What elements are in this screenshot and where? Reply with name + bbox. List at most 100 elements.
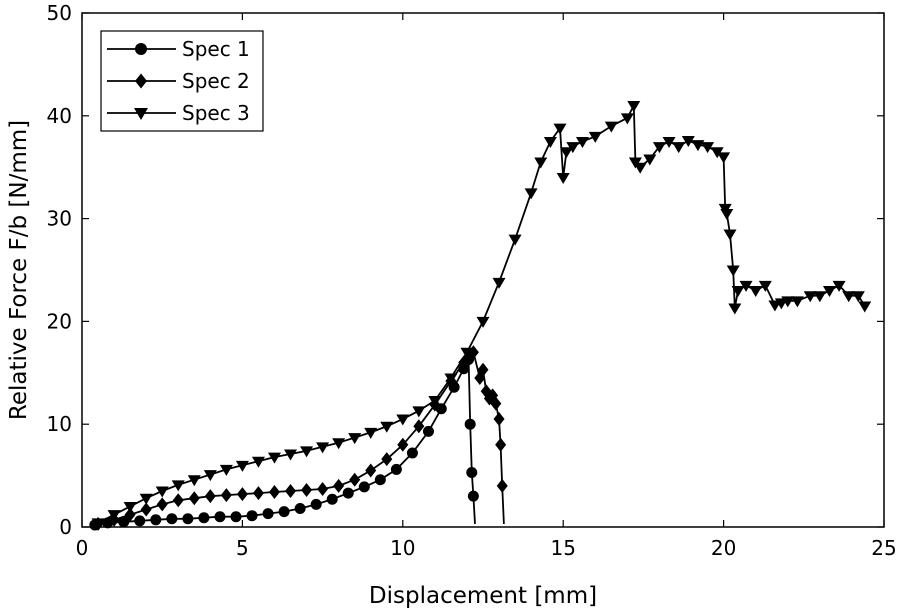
data-point — [390, 463, 402, 475]
data-point — [842, 291, 856, 303]
data-point — [620, 113, 634, 125]
data-point — [672, 142, 686, 154]
data-point — [496, 478, 508, 493]
data-point — [380, 421, 394, 433]
data-point — [155, 486, 169, 498]
data-point — [627, 101, 641, 113]
data-point — [681, 135, 695, 147]
data-point — [204, 489, 216, 504]
data-point — [230, 511, 242, 523]
x-tick-label: 25 — [871, 536, 896, 560]
data-point — [559, 147, 573, 159]
data-point — [731, 286, 745, 298]
data-point — [139, 493, 153, 505]
series-layer — [89, 101, 872, 531]
data-point — [349, 472, 361, 487]
data-point — [300, 446, 314, 458]
data-point — [803, 291, 817, 303]
data-point — [662, 137, 676, 148]
data-point — [717, 152, 731, 164]
data-point — [220, 488, 232, 503]
data-point — [728, 303, 742, 315]
data-point — [333, 478, 345, 493]
data-point — [156, 497, 168, 512]
data-point — [140, 502, 152, 517]
data-point — [467, 490, 479, 502]
data-point — [720, 208, 734, 220]
y-tick-label: 50 — [47, 1, 72, 25]
data-point — [588, 131, 602, 143]
data-point — [246, 510, 258, 522]
data-point — [851, 291, 865, 303]
data-point — [396, 414, 410, 426]
legend: Spec 1 Spec 2 Spec 3 — [100, 30, 264, 132]
data-point — [858, 301, 872, 313]
data-point — [118, 516, 130, 528]
data-point — [758, 280, 772, 292]
data-point — [214, 511, 226, 523]
legend-item: Spec 3 — [107, 101, 250, 125]
series-line — [97, 351, 505, 525]
data-point — [739, 280, 753, 292]
data-point — [134, 515, 146, 527]
x-tick-label: 10 — [390, 536, 415, 560]
data-point — [832, 280, 846, 292]
data-point — [604, 121, 618, 133]
data-point — [171, 480, 185, 492]
data-point — [413, 419, 425, 434]
data-point — [251, 456, 265, 468]
data-point — [556, 172, 570, 184]
data-point — [236, 487, 248, 502]
data-point — [790, 296, 804, 308]
data-point — [412, 406, 426, 418]
data-point — [267, 452, 281, 464]
data-point — [492, 277, 506, 289]
data-point — [397, 437, 409, 452]
y-tick-label: 0 — [59, 515, 72, 539]
data-point — [464, 418, 476, 430]
data-point — [365, 463, 377, 478]
legend-label: Spec 3 — [182, 101, 250, 125]
data-point — [187, 475, 201, 487]
data-point — [285, 484, 297, 499]
data-point — [444, 373, 458, 385]
data-point — [643, 154, 657, 166]
plot-frame — [81, 12, 885, 528]
data-point — [495, 437, 507, 452]
data-point — [262, 508, 274, 520]
data-point — [575, 137, 589, 148]
data-point — [316, 442, 330, 454]
data-point — [364, 427, 378, 439]
data-point — [301, 482, 313, 497]
data-point — [422, 425, 434, 437]
data-point — [198, 512, 210, 524]
data-point — [723, 229, 737, 241]
data-point — [284, 449, 298, 461]
series-3 — [91, 101, 872, 530]
x-tick-label: 0 — [76, 536, 89, 560]
data-point — [278, 506, 290, 518]
data-point — [150, 514, 162, 526]
data-point — [348, 433, 362, 445]
series-line — [97, 104, 866, 524]
data-point — [476, 316, 490, 328]
data-point — [252, 486, 264, 501]
legend-item: Spec 1 — [107, 37, 250, 61]
y-tick-label: 40 — [47, 104, 72, 128]
data-point — [268, 485, 280, 500]
legend-marker — [134, 108, 148, 120]
data-point — [381, 452, 393, 467]
data-point — [374, 474, 386, 486]
data-point — [726, 265, 740, 277]
data-point — [182, 513, 194, 525]
y-tick-label: 10 — [47, 412, 72, 436]
data-point — [219, 464, 233, 476]
x-axis-title: Displacement [mm] — [369, 583, 597, 609]
data-point — [107, 510, 121, 522]
data-point — [691, 140, 705, 152]
data-point — [493, 412, 505, 427]
data-point — [490, 396, 502, 411]
data-point — [172, 493, 184, 508]
legend-marker — [135, 43, 147, 55]
